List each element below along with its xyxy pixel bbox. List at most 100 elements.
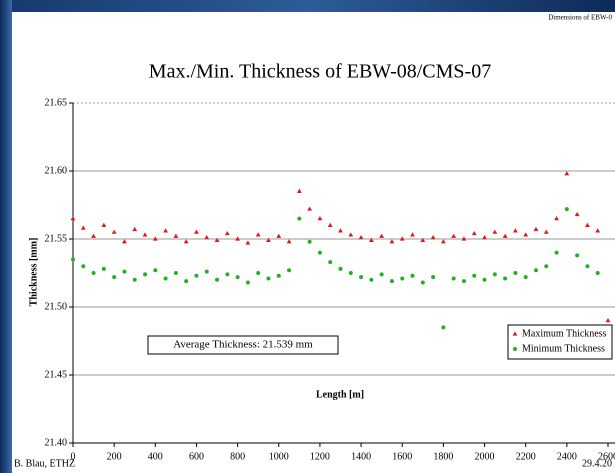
- min-point: [420, 280, 425, 285]
- min-point: [585, 264, 590, 269]
- max-point: [513, 228, 518, 233]
- max-point: [152, 236, 158, 241]
- author: B. Blau, ETHZ: [14, 458, 75, 469]
- min-point: [132, 277, 137, 282]
- max-point: [533, 226, 539, 232]
- max-point: [70, 216, 76, 221]
- slide-header: Dimensions of EBW-0: [548, 14, 612, 22]
- max-point: [523, 232, 529, 237]
- max-point: [574, 211, 580, 217]
- x-tick-label: 1800: [433, 451, 453, 462]
- min-point: [595, 271, 600, 275]
- max-point: [122, 239, 127, 244]
- max-point: [348, 232, 354, 237]
- min-point: [492, 272, 497, 277]
- max-point: [286, 239, 292, 244]
- max-point: [471, 230, 477, 236]
- min-point: [245, 280, 250, 285]
- min-point: [564, 207, 569, 212]
- min-point: [328, 260, 333, 265]
- max-point: [502, 233, 508, 238]
- y-tick-label: 21.65: [45, 97, 68, 108]
- max-point: [163, 228, 168, 233]
- y-tick-label: 21.40: [45, 437, 68, 448]
- y-tick-label: 21.55: [45, 233, 68, 244]
- min-point: [359, 275, 364, 280]
- x-tick-label: 2200: [516, 451, 536, 462]
- y-tick-label: 21.60: [45, 165, 68, 176]
- legend-box: [507, 324, 613, 360]
- x-tick-label: 200: [107, 451, 122, 462]
- legend-label: Minimum Thickness: [522, 343, 605, 354]
- x-tick-label: 2400: [557, 451, 577, 462]
- max-point: [605, 318, 611, 323]
- min-point: [348, 271, 353, 275]
- min-point: [122, 269, 127, 274]
- max-point: [101, 222, 107, 227]
- min-point: [143, 272, 148, 277]
- min-point: [235, 275, 240, 280]
- max-point: [214, 237, 220, 242]
- y-tick-label: 21.45: [45, 369, 68, 380]
- max-point: [235, 236, 241, 241]
- chart-title: Max./Min. Thickness of EBW-08/CMS-07: [149, 61, 491, 83]
- top-band: [0, 0, 615, 12]
- min-point: [451, 276, 456, 281]
- min-point: [513, 271, 518, 275]
- min-point: [297, 216, 302, 221]
- max-point: [389, 239, 395, 244]
- max-point: [317, 216, 323, 221]
- max-point: [430, 235, 436, 240]
- max-point: [80, 225, 86, 230]
- max-point: [327, 222, 333, 227]
- max-point: [204, 235, 210, 240]
- max-point: [358, 235, 364, 240]
- min-point: [317, 250, 322, 255]
- min-point: [389, 279, 394, 284]
- min-point: [575, 253, 580, 258]
- max-point: [111, 229, 117, 234]
- max-point: [266, 237, 271, 242]
- max-point: [420, 237, 426, 242]
- min-point: [461, 279, 466, 284]
- min-point: [513, 347, 517, 351]
- date: 29.4.20: [582, 458, 612, 469]
- min-point: [533, 268, 538, 273]
- min-point: [482, 277, 487, 282]
- x-axis-label: Length [m]: [316, 389, 364, 400]
- max-point: [399, 236, 405, 241]
- min-point: [204, 269, 209, 274]
- min-point: [307, 239, 312, 244]
- max-point: [379, 233, 385, 238]
- min-point: [215, 277, 220, 282]
- annotation: Average Thickness: 21.539 mm: [173, 339, 313, 351]
- legend-label: Maximum Thickness: [522, 328, 607, 339]
- max-point: [132, 226, 138, 232]
- x-tick-label: 2600: [598, 451, 615, 462]
- min-point: [163, 276, 168, 281]
- annotation-box: [147, 335, 339, 355]
- min-point: [276, 273, 281, 278]
- max-point: [368, 237, 374, 242]
- min-point: [112, 275, 117, 280]
- max-point: [585, 222, 590, 227]
- max-point: [564, 171, 570, 176]
- min-point: [81, 264, 86, 269]
- max-point: [492, 229, 498, 234]
- min-point: [71, 257, 75, 262]
- min-point: [523, 275, 528, 280]
- x-tick-label: 600: [189, 451, 204, 462]
- min-point: [287, 268, 292, 273]
- x-tick-label: 1400: [351, 451, 371, 462]
- left-band: [0, 0, 12, 473]
- max-point: [91, 233, 96, 238]
- x-tick-label: 1600: [392, 451, 412, 462]
- x-tick-label: 2000: [475, 451, 495, 462]
- min-point: [225, 272, 230, 277]
- x-tick-label: 1000: [269, 451, 289, 462]
- min-point: [256, 271, 261, 275]
- max-point: [183, 239, 189, 244]
- max-point: [543, 229, 549, 234]
- min-point: [91, 271, 96, 275]
